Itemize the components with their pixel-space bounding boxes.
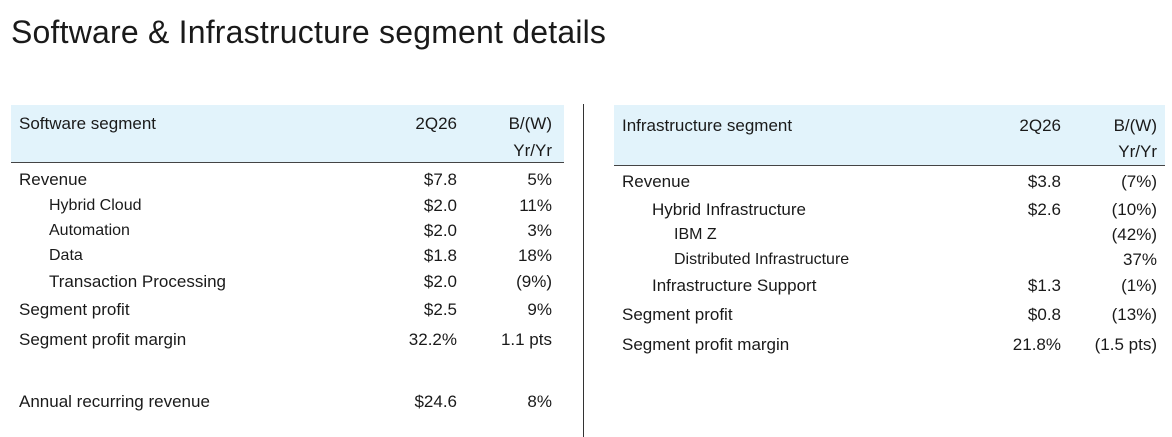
row-label: Segment profit	[622, 305, 733, 324]
row-change: 37%	[1122, 250, 1157, 269]
row-change: (13%)	[1111, 305, 1157, 324]
row-label: IBM Z	[674, 226, 717, 243]
header-segment-name: Software segment	[19, 114, 157, 133]
row-label: Segment profit margin	[622, 335, 790, 354]
header-change-line1: B/(W)	[508, 114, 552, 133]
row-label: Data	[49, 247, 83, 264]
infrastructure-segment-table: Infrastructure segment 2Q26 B/(W) Yr/Yr …	[614, 105, 1165, 365]
row-value: $2.0	[423, 196, 457, 215]
row-value: $2.0	[423, 221, 457, 240]
row-value: $7.8	[423, 170, 457, 189]
row-change: 8%	[527, 392, 552, 411]
row-label: Automation	[49, 222, 130, 239]
row-label: Annual recurring revenue	[19, 392, 210, 411]
header-period: 2Q26	[415, 114, 457, 133]
row-label: Revenue	[19, 170, 88, 189]
row-label: Revenue	[622, 172, 691, 191]
header-segment-name: Infrastructure segment	[622, 116, 793, 135]
row-value: $2.0	[423, 272, 457, 291]
row-value: $1.8	[423, 246, 457, 265]
row-value: 32.2%	[408, 330, 457, 349]
row-value: $3.8	[1027, 172, 1061, 191]
row-change: (42%)	[1111, 225, 1157, 244]
column-divider	[583, 104, 584, 437]
row-label: Transaction Processing	[49, 272, 227, 291]
software-segment-table: Software segment 2Q26 B/(W) Yr/Yr Revenu…	[11, 105, 564, 425]
row-change: 9%	[527, 300, 552, 319]
row-change: 3%	[527, 221, 552, 240]
row-change: (10%)	[1111, 200, 1157, 219]
software-table-header	[11, 105, 564, 163]
row-label: Infrastructure Support	[652, 276, 817, 295]
row-change: (9%)	[516, 272, 552, 291]
row-change: (1.5 pts)	[1094, 335, 1157, 354]
row-value: 21.8%	[1012, 335, 1061, 354]
page-title: Software & Infrastructure segment detail…	[11, 14, 607, 50]
row-value: $1.3	[1027, 276, 1061, 295]
row-label: Hybrid Infrastructure	[652, 200, 806, 219]
row-change: (7%)	[1121, 172, 1157, 191]
infrastructure-table-header	[614, 105, 1165, 166]
header-change-line2: Yr/Yr	[1118, 142, 1157, 161]
row-change: 5%	[527, 170, 552, 189]
row-value: $2.5	[423, 300, 457, 319]
row-label: Distributed Infrastructure	[674, 251, 850, 268]
header-change-line2: Yr/Yr	[513, 141, 552, 160]
row-label: Hybrid Cloud	[49, 197, 142, 214]
row-value: $0.8	[1027, 305, 1061, 324]
row-change: 18%	[517, 246, 552, 265]
row-change: (1%)	[1121, 276, 1157, 295]
row-value: $24.6	[414, 392, 457, 411]
row-value: $2.6	[1027, 200, 1061, 219]
row-change: 1.1 pts	[500, 330, 552, 349]
header-period: 2Q26	[1019, 116, 1061, 135]
row-label: Segment profit margin	[19, 330, 187, 349]
row-label: Segment profit	[19, 300, 130, 319]
header-change-line1: B/(W)	[1113, 116, 1157, 135]
row-change: 11%	[519, 196, 552, 215]
